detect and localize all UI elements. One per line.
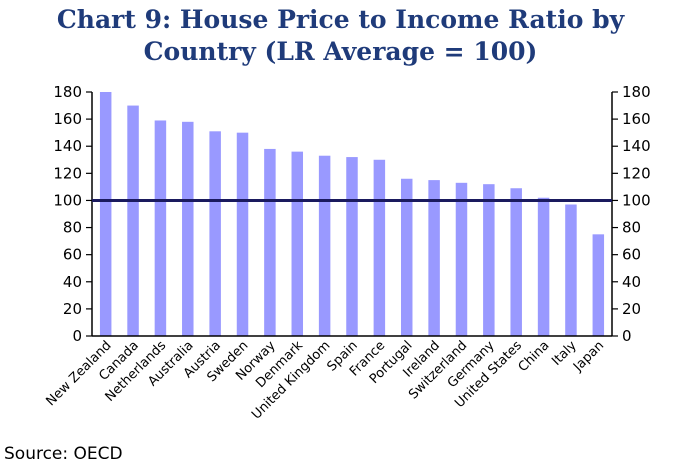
source-note: Source: OECD — [4, 444, 123, 464]
bar-netherlands — [154, 120, 167, 336]
bar-new-zealand — [99, 92, 112, 336]
bar-united-states — [510, 188, 522, 336]
right-tick-label: 120 — [622, 164, 651, 182]
left-tick-label: 40 — [63, 273, 82, 291]
bar-china — [537, 197, 550, 336]
bar-france — [373, 159, 386, 336]
category-label: China — [516, 338, 553, 375]
right-tick-label: 60 — [622, 246, 641, 264]
bar-austria — [209, 131, 221, 336]
bar-sweden — [236, 132, 249, 336]
left-tick-label: 20 — [63, 300, 82, 318]
right-tick-label: 0 — [622, 327, 632, 345]
right-y-axis-labels: 0 20 40 60 80 100 120 140 160 180 — [622, 83, 651, 345]
category-label: Japan — [570, 338, 607, 375]
x-axis-category-labels: New ZealandCanadaNetherlandsAustraliaAus… — [43, 338, 607, 423]
right-tick-label: 100 — [622, 191, 651, 209]
bar-australia — [182, 121, 194, 336]
right-tick-label: 160 — [622, 110, 651, 128]
left-tick-label: 80 — [63, 219, 82, 237]
left-tick-label: 160 — [53, 110, 82, 128]
right-tick-label: 140 — [622, 137, 651, 155]
right-tick-label: 40 — [622, 273, 641, 291]
bar-japan — [592, 234, 605, 336]
bar-canada — [127, 105, 139, 336]
bar-portugal — [400, 178, 413, 336]
bar-switzerland — [455, 182, 468, 336]
left-y-axis-labels: 0 20 40 60 80 100 120 140 160 180 — [53, 83, 82, 345]
left-tick-label: 100 — [53, 191, 82, 209]
bar-denmark — [291, 151, 304, 336]
right-tick-label: 80 — [622, 219, 641, 237]
left-tick-label: 60 — [63, 246, 82, 264]
bars — [99, 92, 605, 336]
right-tick-label: 180 — [622, 83, 651, 101]
right-tick-label: 20 — [622, 300, 641, 318]
bar-spain — [346, 157, 358, 336]
bar-germany — [483, 184, 495, 336]
axes — [86, 91, 618, 337]
left-tick-label: 140 — [53, 137, 82, 155]
bar-italy — [565, 204, 577, 336]
left-tick-label: 180 — [53, 83, 82, 101]
left-tick-label: 0 — [72, 327, 82, 345]
chart-title: Chart 9: House Price to Income Ratio by … — [56, 5, 625, 66]
left-tick-label: 120 — [53, 164, 82, 182]
bar-norway — [264, 148, 276, 336]
bar-ireland — [428, 180, 440, 336]
bar-united-kingdom — [318, 155, 331, 336]
